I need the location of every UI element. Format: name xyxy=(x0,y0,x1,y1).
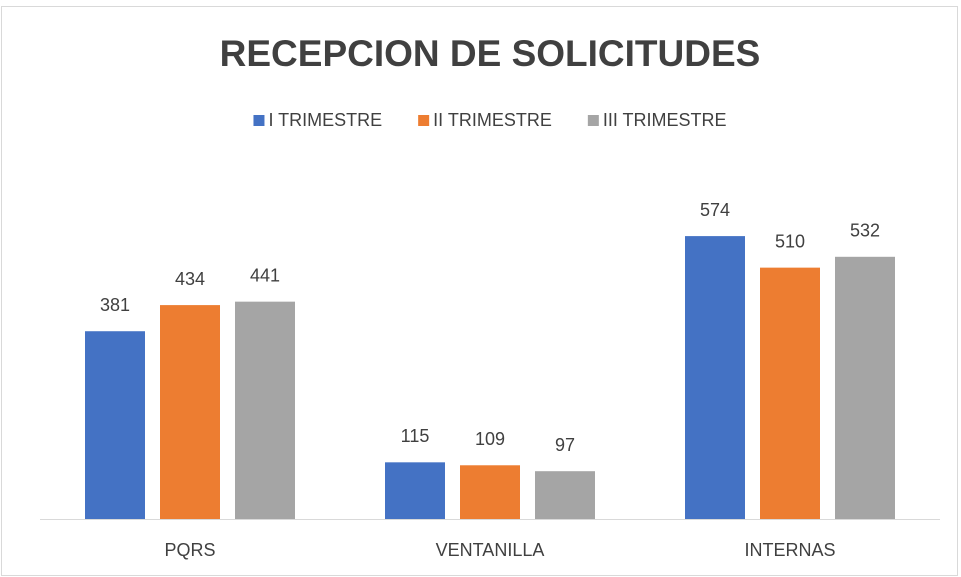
value-label: 109 xyxy=(475,429,505,449)
bar xyxy=(385,462,445,519)
bar xyxy=(760,267,820,519)
legend-swatch xyxy=(587,115,599,126)
bar xyxy=(235,301,295,519)
value-label: 441 xyxy=(250,265,280,285)
value-label: 381 xyxy=(100,295,130,315)
legend-label: III TRIMESTRE xyxy=(603,110,727,130)
chart-title: RECEPCION DE SOLICITUDES xyxy=(220,33,761,74)
value-label: 510 xyxy=(775,231,805,251)
x-tick-label: PQRS xyxy=(164,540,215,560)
value-label: 115 xyxy=(401,426,430,446)
legend-swatch xyxy=(253,115,265,126)
value-label: 532 xyxy=(850,221,880,241)
bar xyxy=(460,465,520,519)
legend-label: II TRIMESTRE xyxy=(433,110,552,130)
legend-label: I TRIMESTRE xyxy=(268,110,382,130)
x-tick-label: INTERNAS xyxy=(744,540,835,560)
bar xyxy=(685,236,745,519)
value-label: 434 xyxy=(175,269,205,289)
bar xyxy=(85,331,145,519)
bar xyxy=(535,471,595,519)
bar xyxy=(835,256,895,519)
value-label: 97 xyxy=(555,435,575,455)
x-tick-label: VENTANILLA xyxy=(436,540,545,560)
bar xyxy=(160,305,220,519)
legend-swatch xyxy=(418,115,430,126)
value-label: 574 xyxy=(700,200,730,220)
